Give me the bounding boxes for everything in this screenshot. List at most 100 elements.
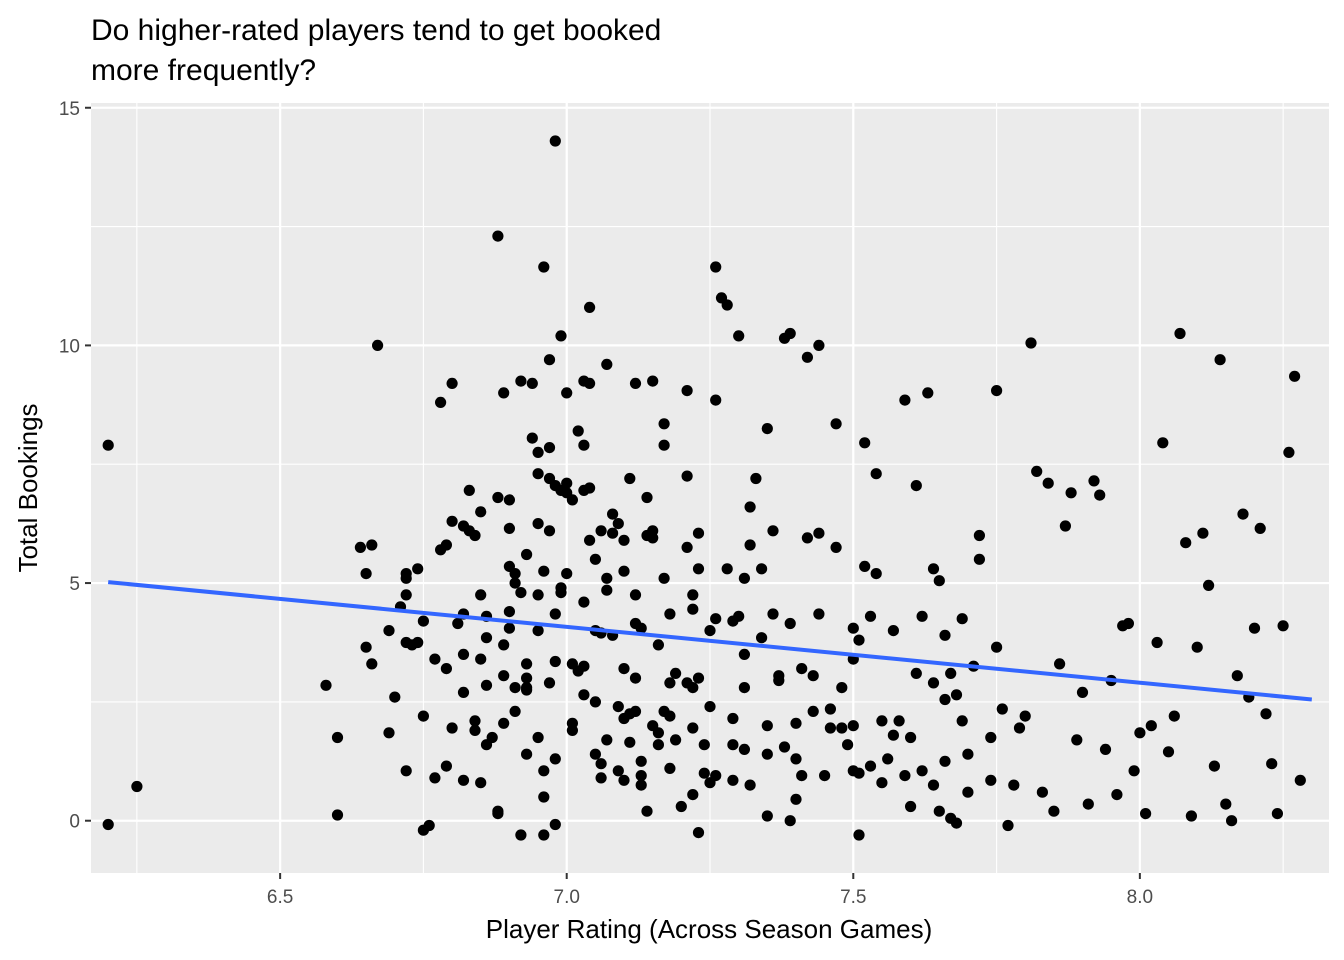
data-point bbox=[773, 674, 785, 687]
data-point bbox=[400, 765, 412, 777]
data-point bbox=[629, 589, 642, 601]
data-point bbox=[767, 525, 779, 537]
data-point bbox=[635, 779, 647, 791]
data-point bbox=[538, 261, 550, 273]
data-point bbox=[1191, 641, 1203, 653]
data-point bbox=[578, 660, 590, 672]
data-point bbox=[1082, 798, 1094, 810]
data-point bbox=[503, 606, 515, 618]
data-point bbox=[721, 563, 733, 575]
data-point bbox=[687, 603, 699, 615]
data-point bbox=[916, 765, 928, 777]
data-point bbox=[366, 658, 378, 670]
data-point bbox=[807, 705, 819, 718]
trend-line bbox=[108, 580, 1312, 702]
data-point bbox=[927, 779, 940, 791]
data-point bbox=[784, 617, 796, 630]
data-point bbox=[566, 724, 579, 737]
data-point bbox=[595, 772, 607, 784]
data-point bbox=[538, 565, 550, 577]
x-tick-label: 7.5 bbox=[840, 887, 866, 908]
data-point bbox=[538, 829, 550, 841]
data-point bbox=[1122, 617, 1134, 630]
data-point bbox=[692, 563, 705, 575]
data-point bbox=[727, 774, 739, 786]
data-point bbox=[526, 377, 538, 389]
data-point bbox=[595, 525, 607, 537]
data-point bbox=[761, 423, 773, 435]
data-point bbox=[578, 439, 590, 451]
data-point bbox=[584, 534, 596, 546]
data-point bbox=[675, 800, 687, 813]
data-point bbox=[561, 387, 573, 399]
data-points bbox=[102, 135, 1306, 841]
data-point bbox=[383, 727, 395, 739]
data-point bbox=[1185, 810, 1197, 822]
data-point bbox=[549, 608, 561, 620]
data-point bbox=[864, 760, 877, 772]
data-point bbox=[1157, 437, 1169, 449]
data-point bbox=[480, 632, 493, 644]
data-point bbox=[664, 608, 676, 620]
data-point bbox=[521, 748, 533, 760]
data-point bbox=[899, 770, 911, 782]
data-point bbox=[578, 689, 590, 701]
data-point bbox=[584, 482, 596, 494]
data-point bbox=[601, 572, 613, 584]
data-point bbox=[790, 717, 802, 729]
data-point bbox=[1128, 765, 1140, 777]
data-point bbox=[916, 610, 928, 622]
data-point bbox=[635, 770, 647, 782]
data-point bbox=[452, 617, 464, 630]
data-point bbox=[618, 565, 630, 577]
data-point bbox=[750, 472, 762, 485]
data-point bbox=[503, 622, 515, 634]
data-point bbox=[543, 677, 556, 689]
data-point bbox=[486, 731, 498, 744]
data-point bbox=[704, 701, 716, 713]
data-point bbox=[721, 299, 733, 311]
data-point bbox=[1254, 522, 1266, 535]
data-point bbox=[1071, 734, 1083, 746]
data-point bbox=[801, 351, 814, 363]
data-point bbox=[612, 701, 624, 713]
data-point bbox=[1094, 489, 1106, 501]
data-point bbox=[876, 777, 888, 789]
data-point bbox=[1231, 670, 1243, 682]
chart-title-line-2: more frequently? bbox=[91, 54, 316, 87]
y-tick-label: 15 bbox=[59, 99, 80, 120]
data-point bbox=[1174, 327, 1186, 340]
data-point bbox=[509, 577, 521, 589]
data-point bbox=[331, 809, 344, 821]
data-point bbox=[1162, 746, 1175, 758]
y-tick-label: 10 bbox=[59, 336, 80, 357]
data-point bbox=[1220, 798, 1232, 810]
data-point bbox=[647, 532, 659, 544]
y-tick-label: 0 bbox=[69, 812, 80, 833]
data-point bbox=[681, 470, 693, 482]
data-point bbox=[1266, 758, 1278, 770]
data-point bbox=[652, 639, 665, 651]
data-point bbox=[618, 663, 630, 675]
data-point bbox=[973, 529, 986, 542]
data-point bbox=[515, 587, 527, 599]
data-point bbox=[939, 629, 951, 641]
x-axis: 6.5 7.0 7.5 8.0 bbox=[267, 873, 1153, 908]
data-point bbox=[578, 596, 590, 608]
data-point bbox=[532, 446, 544, 458]
data-point bbox=[457, 774, 470, 786]
data-point bbox=[813, 527, 825, 539]
data-point bbox=[1134, 727, 1146, 739]
data-point bbox=[372, 339, 384, 351]
data-point bbox=[366, 539, 378, 551]
data-point bbox=[440, 663, 452, 675]
data-point bbox=[389, 691, 401, 703]
x-tick-label: 6.5 bbox=[267, 887, 293, 908]
data-point bbox=[521, 672, 533, 684]
data-point bbox=[956, 715, 968, 727]
data-point bbox=[710, 613, 722, 625]
data-point bbox=[601, 734, 613, 746]
data-point bbox=[549, 135, 561, 147]
data-point bbox=[601, 584, 613, 596]
data-point bbox=[687, 722, 699, 734]
